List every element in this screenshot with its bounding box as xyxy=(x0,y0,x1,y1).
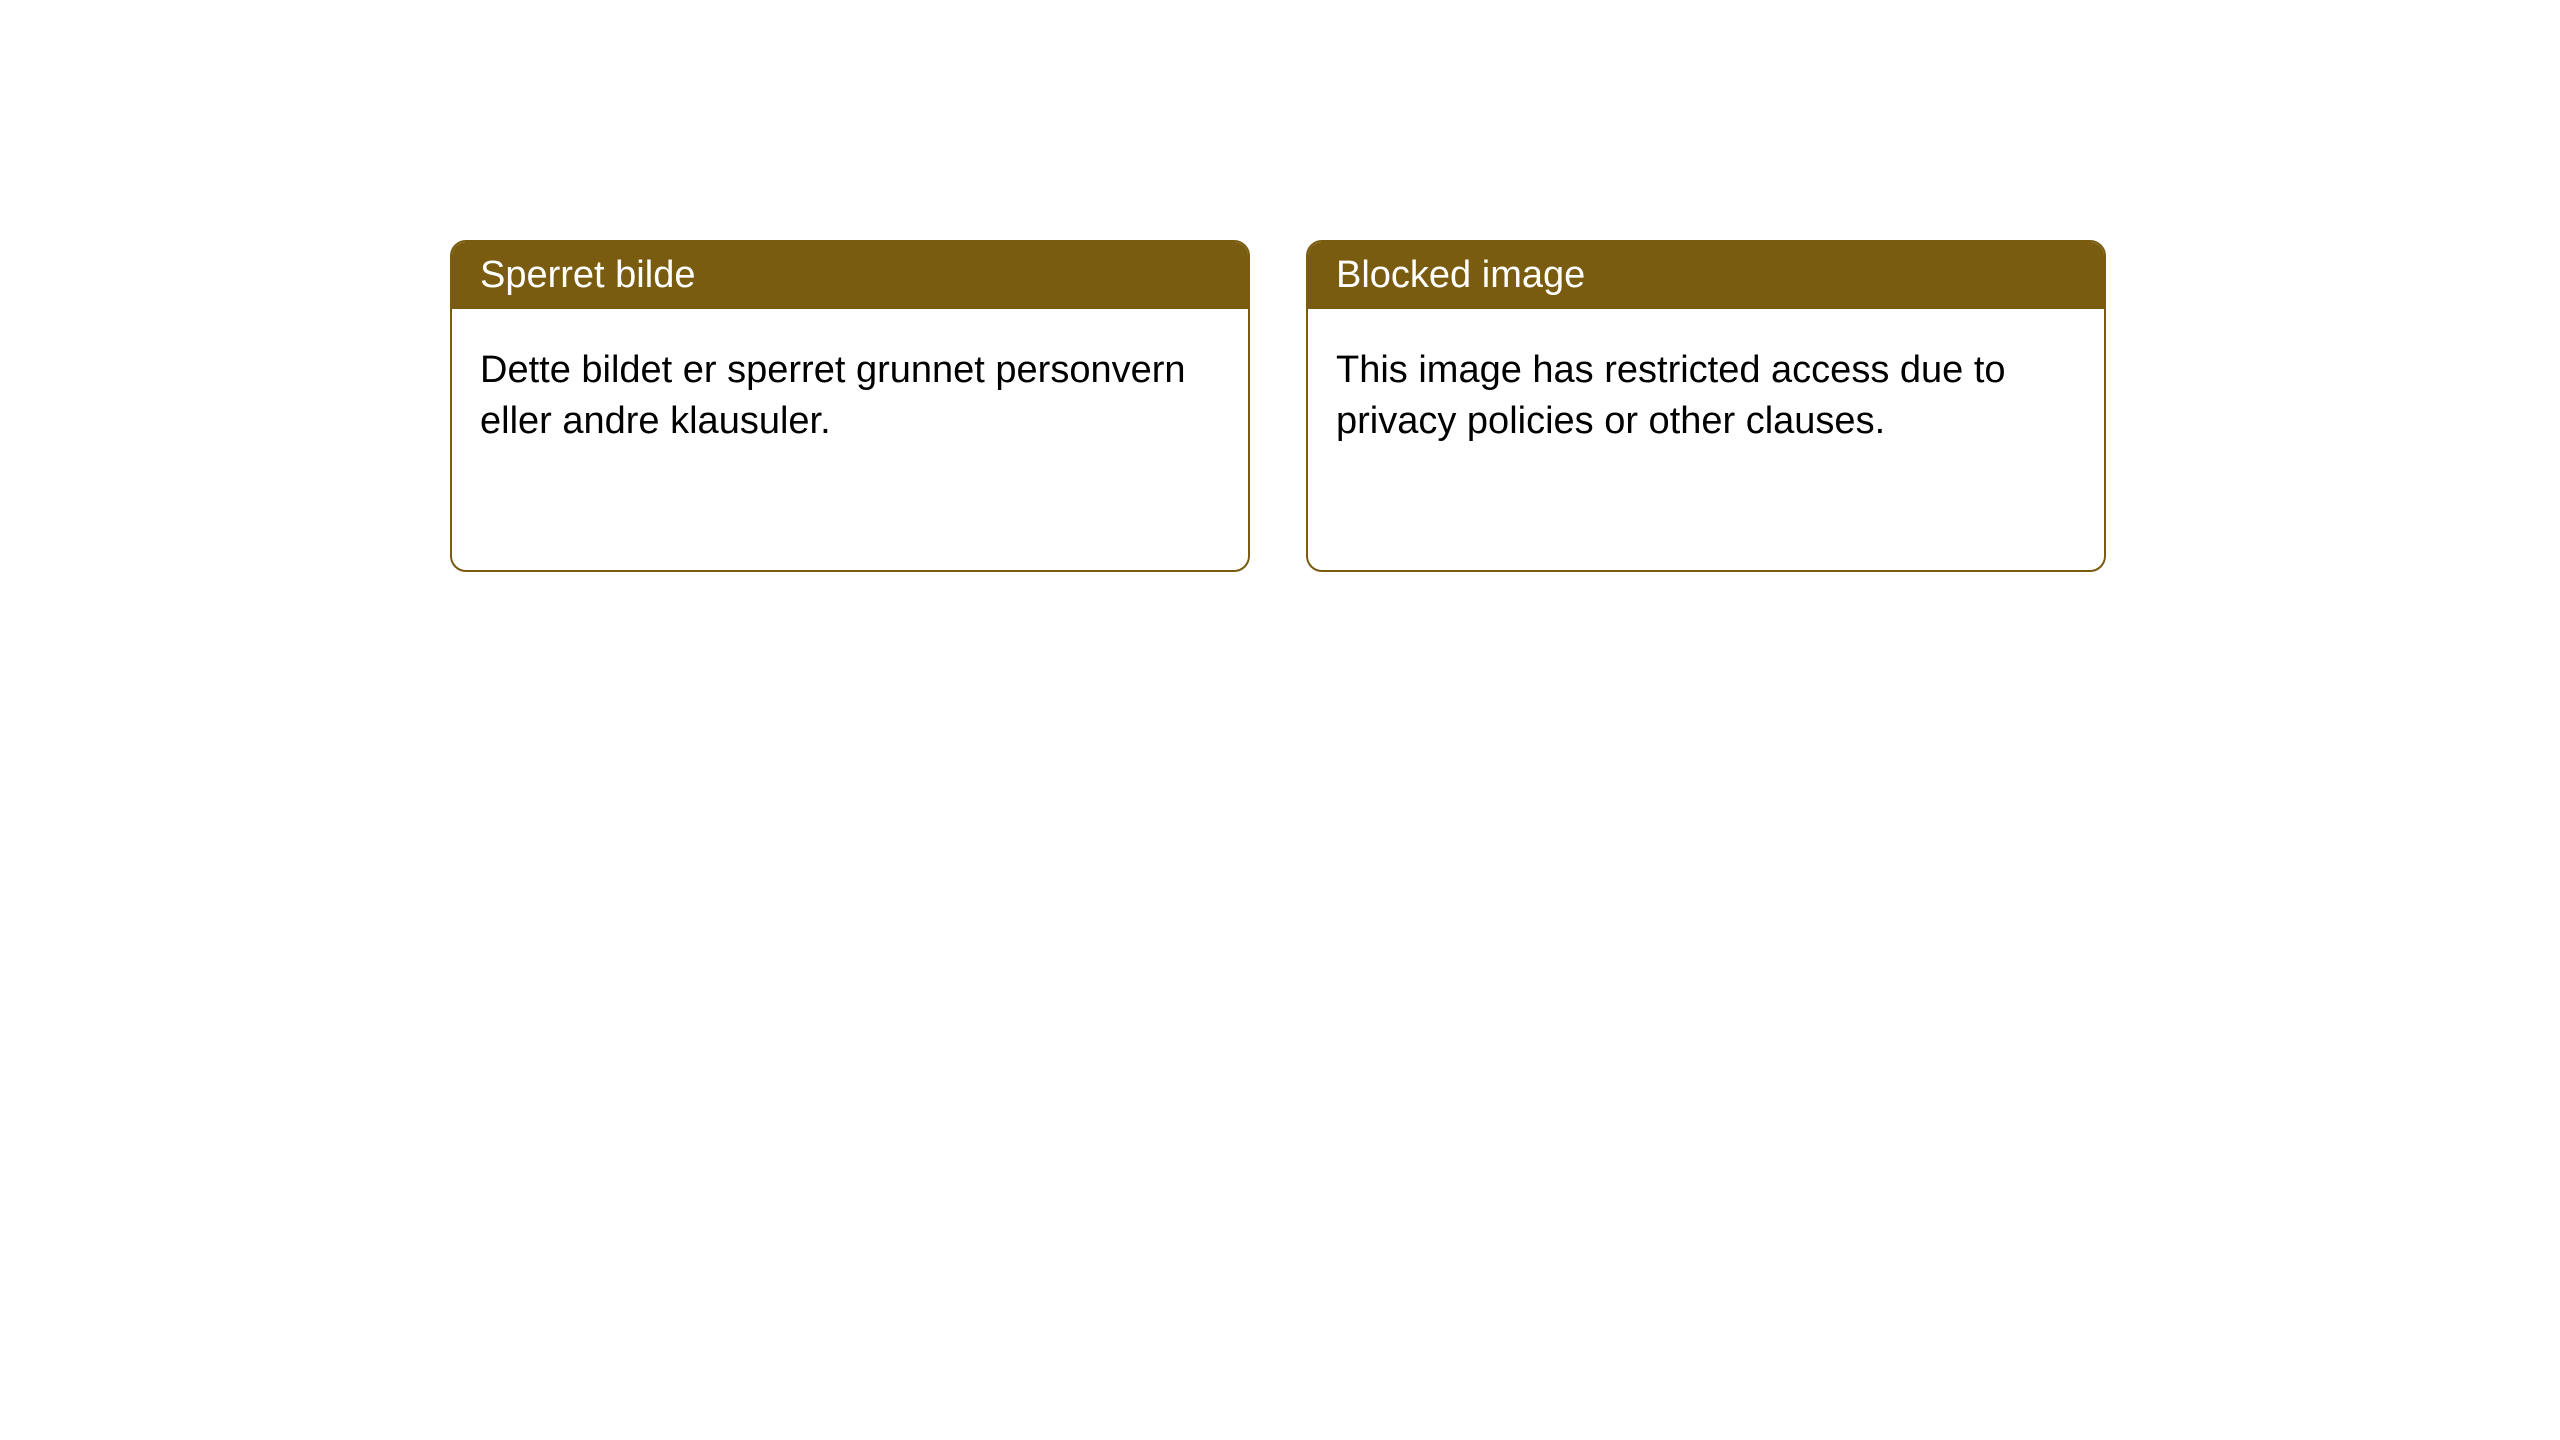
card-body: Dette bildet er sperret grunnet personve… xyxy=(452,309,1248,484)
card-title: Blocked image xyxy=(1336,254,1585,296)
card-body: This image has restricted access due to … xyxy=(1308,309,2104,484)
card-text: This image has restricted access due to … xyxy=(1336,349,2006,442)
notice-card-norwegian: Sperret bilde Dette bildet er sperret gr… xyxy=(450,240,1250,572)
card-header: Sperret bilde xyxy=(452,242,1248,309)
card-title: Sperret bilde xyxy=(480,254,695,296)
card-header: Blocked image xyxy=(1308,242,2104,309)
card-text: Dette bildet er sperret grunnet personve… xyxy=(480,349,1186,442)
notice-container: Sperret bilde Dette bildet er sperret gr… xyxy=(450,240,2106,572)
notice-card-english: Blocked image This image has restricted … xyxy=(1306,240,2106,572)
